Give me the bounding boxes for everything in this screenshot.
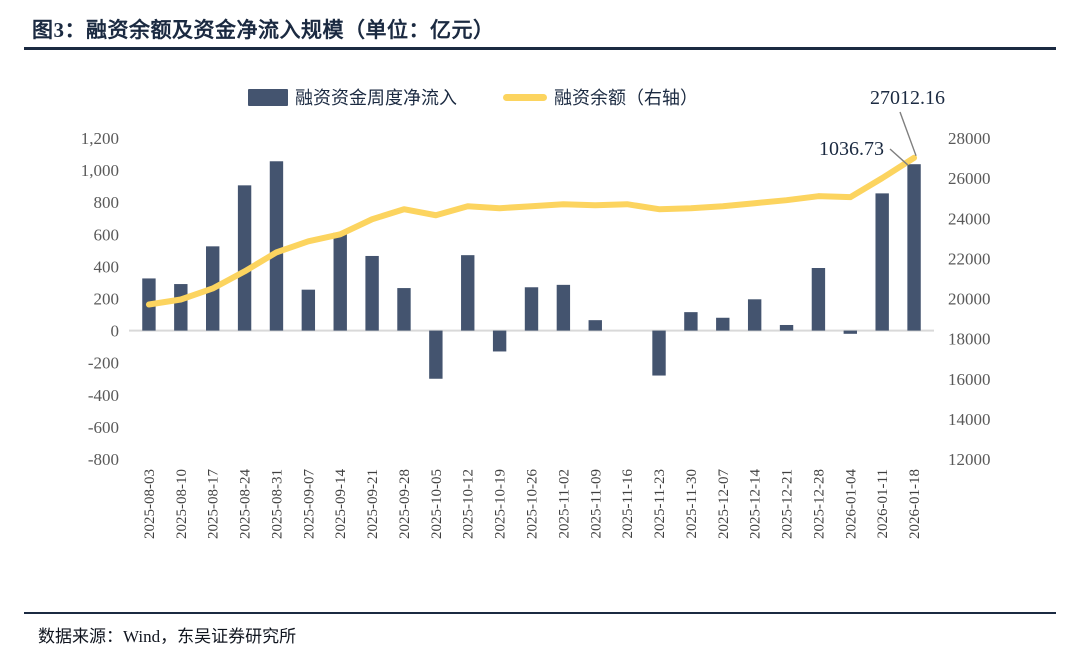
x-axis-tick: 2026-01-18 xyxy=(907,469,923,539)
y-axis-left-tick: -600 xyxy=(88,418,119,437)
y-axis-left-tick: 400 xyxy=(94,257,120,276)
bar-2025-09-07 xyxy=(301,289,316,331)
bar-2026-01-04 xyxy=(843,330,857,334)
x-axis-tick: 2025-12-21 xyxy=(780,469,796,539)
legend-item-line: 融资余额（右轴） xyxy=(503,84,698,110)
chart-legend: 融资资金周度净流入 融资余额（右轴） xyxy=(248,84,698,110)
y-axis-left-tick: -200 xyxy=(88,354,119,373)
title-divider xyxy=(24,47,1056,50)
bar-2025-11-23 xyxy=(652,330,666,376)
y-axis-right-tick: 18000 xyxy=(948,330,991,349)
bar-2025-08-10 xyxy=(174,284,188,331)
x-axis-tick: 2025-08-24 xyxy=(238,469,254,539)
bar-2025-09-14 xyxy=(333,232,347,331)
x-axis-tick: 2025-11-16 xyxy=(620,469,636,539)
x-axis-tick: 2025-11-23 xyxy=(652,469,668,538)
x-axis-tick: 2025-10-26 xyxy=(525,469,541,539)
x-axis-tick: 2025-10-12 xyxy=(461,469,477,539)
bar-2025-10-12 xyxy=(461,255,475,331)
bar-2025-09-28 xyxy=(397,288,411,331)
bar-2025-12-14 xyxy=(747,299,762,331)
y-axis-right-tick: 20000 xyxy=(948,290,991,309)
x-axis-tick: 2025-10-19 xyxy=(493,469,509,539)
y-axis-right-tick: 28000 xyxy=(948,129,991,148)
y-axis-left-tick: -400 xyxy=(88,386,119,405)
y-axis-left-tick: 600 xyxy=(94,225,120,244)
legend-bar-swatch xyxy=(248,88,288,106)
y-axis-left-tick: -800 xyxy=(88,450,119,469)
page-title: 图3：融资余额及资金净流入规模（单位：亿元） xyxy=(32,18,495,42)
y-axis-left-tick: 200 xyxy=(94,290,120,309)
bar-2025-08-31 xyxy=(269,161,284,331)
bar-2025-11-09 xyxy=(588,320,602,331)
x-axis-tick: 2025-11-09 xyxy=(588,469,604,538)
bar-2025-10-05 xyxy=(429,330,443,379)
bar-2026-01-18 xyxy=(907,164,921,331)
x-axis-tick: 2025-09-28 xyxy=(397,469,413,539)
bar-2025-12-28 xyxy=(811,268,826,331)
x-axis-tick: 2026-01-11 xyxy=(875,469,891,538)
y-axis-right-tick: 14000 xyxy=(948,410,991,429)
x-axis-tick: 2025-08-03 xyxy=(142,469,158,539)
x-axis-tick: 2025-11-02 xyxy=(556,469,572,538)
y-axis-right-tick: 16000 xyxy=(948,370,991,389)
line-end-leader xyxy=(899,111,917,157)
x-axis-tick: 2025-09-21 xyxy=(365,469,381,539)
bar-2025-11-30 xyxy=(684,312,698,331)
bar-2025-11-02 xyxy=(556,284,571,331)
x-axis-tick: 2025-08-17 xyxy=(206,469,222,539)
line-end-annotation: 27012.16 xyxy=(870,87,945,109)
x-axis-tick: 2025-09-14 xyxy=(333,469,349,539)
bar-2025-12-07 xyxy=(716,317,730,331)
x-axis-tick: 2026-01-04 xyxy=(843,469,859,539)
x-axis-tick: 2025-09-07 xyxy=(301,469,317,539)
source-note: 数据来源：Wind，东吴证券研究所 xyxy=(38,627,297,646)
legend-item-bar: 融资资金周度净流入 xyxy=(248,84,457,110)
y-axis-right-tick: 22000 xyxy=(948,249,991,268)
bar-end-leader xyxy=(889,148,909,166)
x-axis-tick: 2025-12-28 xyxy=(811,469,827,539)
x-axis-tick: 2025-11-30 xyxy=(684,469,700,538)
x-axis-tick: 2025-10-05 xyxy=(429,469,445,539)
x-axis-tick: 2025-08-31 xyxy=(269,469,285,539)
x-axis-tick: 2025-12-07 xyxy=(716,469,732,539)
x-axis-tick: 2025-12-14 xyxy=(748,469,764,539)
y-axis-right-tick: 24000 xyxy=(948,209,991,228)
footer-divider xyxy=(24,612,1056,614)
legend-bar-label: 融资资金周度净流入 xyxy=(295,88,457,108)
y-axis-left-tick: 800 xyxy=(94,193,120,212)
bar-2025-10-26 xyxy=(524,287,539,331)
bar-2025-10-19 xyxy=(492,330,507,352)
bar-2025-08-24 xyxy=(237,185,252,331)
y-axis-right-tick: 26000 xyxy=(948,169,991,188)
x-axis-tick: 2025-08-10 xyxy=(174,469,190,539)
financing-balance-line xyxy=(145,154,918,308)
legend-line-label: 融资余额（右轴） xyxy=(554,88,698,108)
y-axis-left-tick: 1,000 xyxy=(81,161,119,180)
legend-line-swatch xyxy=(503,93,547,101)
bar-end-annotation: 1036.73 xyxy=(819,138,884,160)
y-axis-right-tick: 12000 xyxy=(948,450,991,469)
bar-2025-09-21 xyxy=(365,255,379,331)
y-axis-left-tick: 0 xyxy=(111,322,120,341)
bar-2025-12-21 xyxy=(779,324,794,331)
y-axis-left-tick: 1,200 xyxy=(81,129,119,148)
bar-2026-01-11 xyxy=(875,193,889,331)
